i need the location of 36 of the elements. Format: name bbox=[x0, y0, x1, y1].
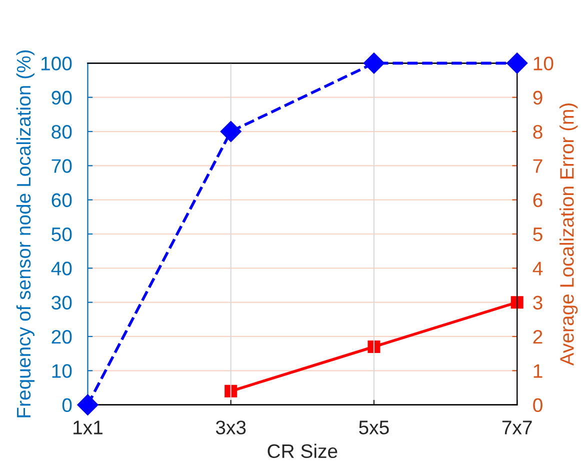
y2-tick-label: 10 bbox=[534, 56, 554, 70]
y2-axis-title: Average Localization Error (m) bbox=[560, 104, 578, 366]
y-tick-label: 70 bbox=[52, 159, 72, 173]
point bbox=[220, 120, 242, 142]
y-tick-label: 40 bbox=[51, 262, 72, 276]
point bbox=[506, 52, 528, 74]
y-tick-label: 10 bbox=[52, 364, 72, 378]
point bbox=[224, 384, 238, 398]
x-tick-label: 3x3 bbox=[216, 420, 246, 434]
y2-tick-label: 8 bbox=[533, 124, 542, 139]
y-tick-label: 30 bbox=[52, 296, 72, 310]
y2-tick-label: 5 bbox=[533, 228, 542, 242]
point bbox=[510, 296, 524, 309]
y2-tick-label: 3 bbox=[533, 296, 542, 310]
y-tick-label: 20 bbox=[52, 330, 72, 344]
y2-tick-label: 2 bbox=[533, 330, 542, 344]
y-tick-label: 80 bbox=[52, 124, 72, 139]
y-tick-label: 60 bbox=[52, 193, 72, 208]
y-tick-label: 50 bbox=[52, 227, 72, 242]
y2-tick-label: 7 bbox=[533, 159, 542, 173]
x-axis-title: CR Size bbox=[268, 444, 338, 458]
x-tick-label: 1x1 bbox=[74, 420, 102, 434]
y2-tick-label: 4 bbox=[532, 262, 543, 276]
x-tick-label: 5x5 bbox=[359, 420, 389, 434]
y2-tick-label: 1 bbox=[534, 364, 542, 378]
y2-tick-label: 9 bbox=[533, 90, 542, 105]
point bbox=[77, 394, 98, 416]
point bbox=[363, 52, 384, 74]
x-tick-label: 7x7 bbox=[502, 420, 532, 434]
y-tick-label: 0 bbox=[62, 398, 72, 412]
y-tick-label: 100 bbox=[41, 56, 72, 70]
y2-tick-label: 6 bbox=[533, 193, 542, 208]
point bbox=[368, 340, 380, 353]
y-axis-title: Frequency of sensor node Localization (%) bbox=[16, 50, 34, 418]
y-tick-label: 90 bbox=[52, 90, 72, 105]
y2-tick-label: 0 bbox=[533, 398, 542, 412]
